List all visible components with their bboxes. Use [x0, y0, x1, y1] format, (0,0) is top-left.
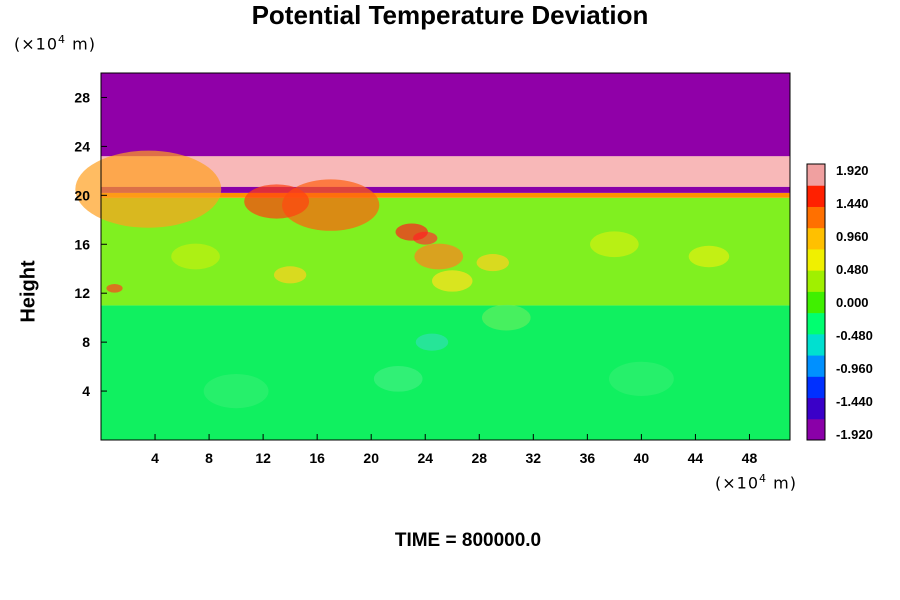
- field-feature-11: [688, 245, 730, 268]
- field-feature-12: [171, 243, 220, 270]
- colorbar-swatch: [807, 397, 825, 420]
- x-tick-label: 48: [742, 450, 758, 466]
- colorbar-swatch: [807, 418, 825, 441]
- y-tick-label: 16: [74, 236, 90, 252]
- x-tick-label: 4: [151, 450, 159, 466]
- plot-frame: [100, 72, 791, 441]
- colorbar-label: 0.960: [836, 229, 869, 244]
- x-tick-label: 20: [363, 450, 379, 466]
- field-feature-5: [106, 284, 123, 293]
- colorbar-swatch: [807, 312, 825, 335]
- colorbar-label: -0.480: [836, 328, 873, 343]
- colorbar-swatch: [807, 355, 825, 377]
- y-tick-label: 8: [82, 334, 90, 350]
- colorbar-swatch: [807, 333, 825, 356]
- field-feature-0: [75, 150, 222, 228]
- plot-area: [75, 72, 791, 441]
- colorbar-swatch: [807, 376, 825, 399]
- field-feature-14: [415, 333, 449, 351]
- colorbar-label: 1.920: [836, 163, 869, 178]
- field-layer-5: [101, 73, 790, 157]
- colorbar-label: 0.000: [836, 295, 869, 310]
- field-feature-16: [608, 361, 674, 396]
- x-tick-label: 36: [580, 450, 596, 466]
- field-layer-2: [101, 192, 790, 198]
- x-tick-label: 44: [688, 450, 704, 466]
- colorbar-label: 0.480: [836, 262, 869, 277]
- y-tick-label: 28: [74, 89, 90, 105]
- field-feature-6: [414, 243, 464, 270]
- x-tick-label: 8: [205, 450, 213, 466]
- field-layer-3: [101, 186, 790, 193]
- field-feature-15: [373, 365, 423, 392]
- field-feature-17: [203, 373, 269, 409]
- chart-title: Potential Temperature Deviation: [251, 0, 649, 30]
- field-feature-9: [476, 254, 509, 272]
- field-feature-13: [481, 304, 531, 331]
- field-feature-7: [273, 266, 307, 284]
- y-tick-label: 24: [74, 138, 90, 154]
- colorbar-swatch: [807, 164, 825, 186]
- x-tick-label: 24: [417, 450, 433, 466]
- field-feature-18: [679, 168, 712, 186]
- y-tick-label: 4: [82, 383, 90, 399]
- field-feature-8: [431, 270, 473, 292]
- colorbar-label: -1.920: [836, 427, 873, 442]
- field-feature-2: [244, 184, 310, 219]
- y-tick-label: 20: [74, 187, 90, 203]
- x-tick-label: 28: [471, 450, 487, 466]
- x-axis-unit: (×104 m): [715, 472, 797, 493]
- colorbar-label: -1.440: [836, 394, 873, 409]
- colorbar-label: 1.440: [836, 196, 869, 211]
- field-feature-10: [590, 231, 639, 258]
- field-feature-1: [282, 179, 380, 231]
- colorbar-swatch: [807, 291, 825, 314]
- colorbar-label: -0.960: [836, 361, 873, 376]
- colorbar-swatch: [807, 206, 825, 229]
- x-tick-label: 40: [634, 450, 650, 466]
- colorbar-frame: [806, 163, 826, 441]
- time-label: TIME = 800000.0: [394, 530, 542, 551]
- colorbar-swatch: [807, 270, 825, 292]
- y-axis-unit: (×104 m): [14, 33, 96, 54]
- colorbar-swatch: [807, 248, 825, 271]
- x-tick-label: 12: [255, 450, 271, 466]
- x-tick-label: 16: [309, 450, 325, 466]
- colorbar: 1.920 1.440 0.960 0.480 0.000 -0.480 -0.960 -1.…: [806, 163, 873, 442]
- y-tick-label: 12: [74, 285, 90, 301]
- field-feature-4: [395, 223, 428, 241]
- colorbar-swatch: [807, 227, 825, 250]
- colorbar-swatch: [807, 185, 825, 207]
- x-axis-ticks: 4 8 12 16 20 24 28 32 36 40 44 48: [151, 434, 757, 466]
- x-tick-label: 32: [526, 450, 542, 466]
- field-layer-0: [101, 305, 790, 440]
- y-axis-ticks: 4 8 12 16 20 24 28: [74, 89, 107, 399]
